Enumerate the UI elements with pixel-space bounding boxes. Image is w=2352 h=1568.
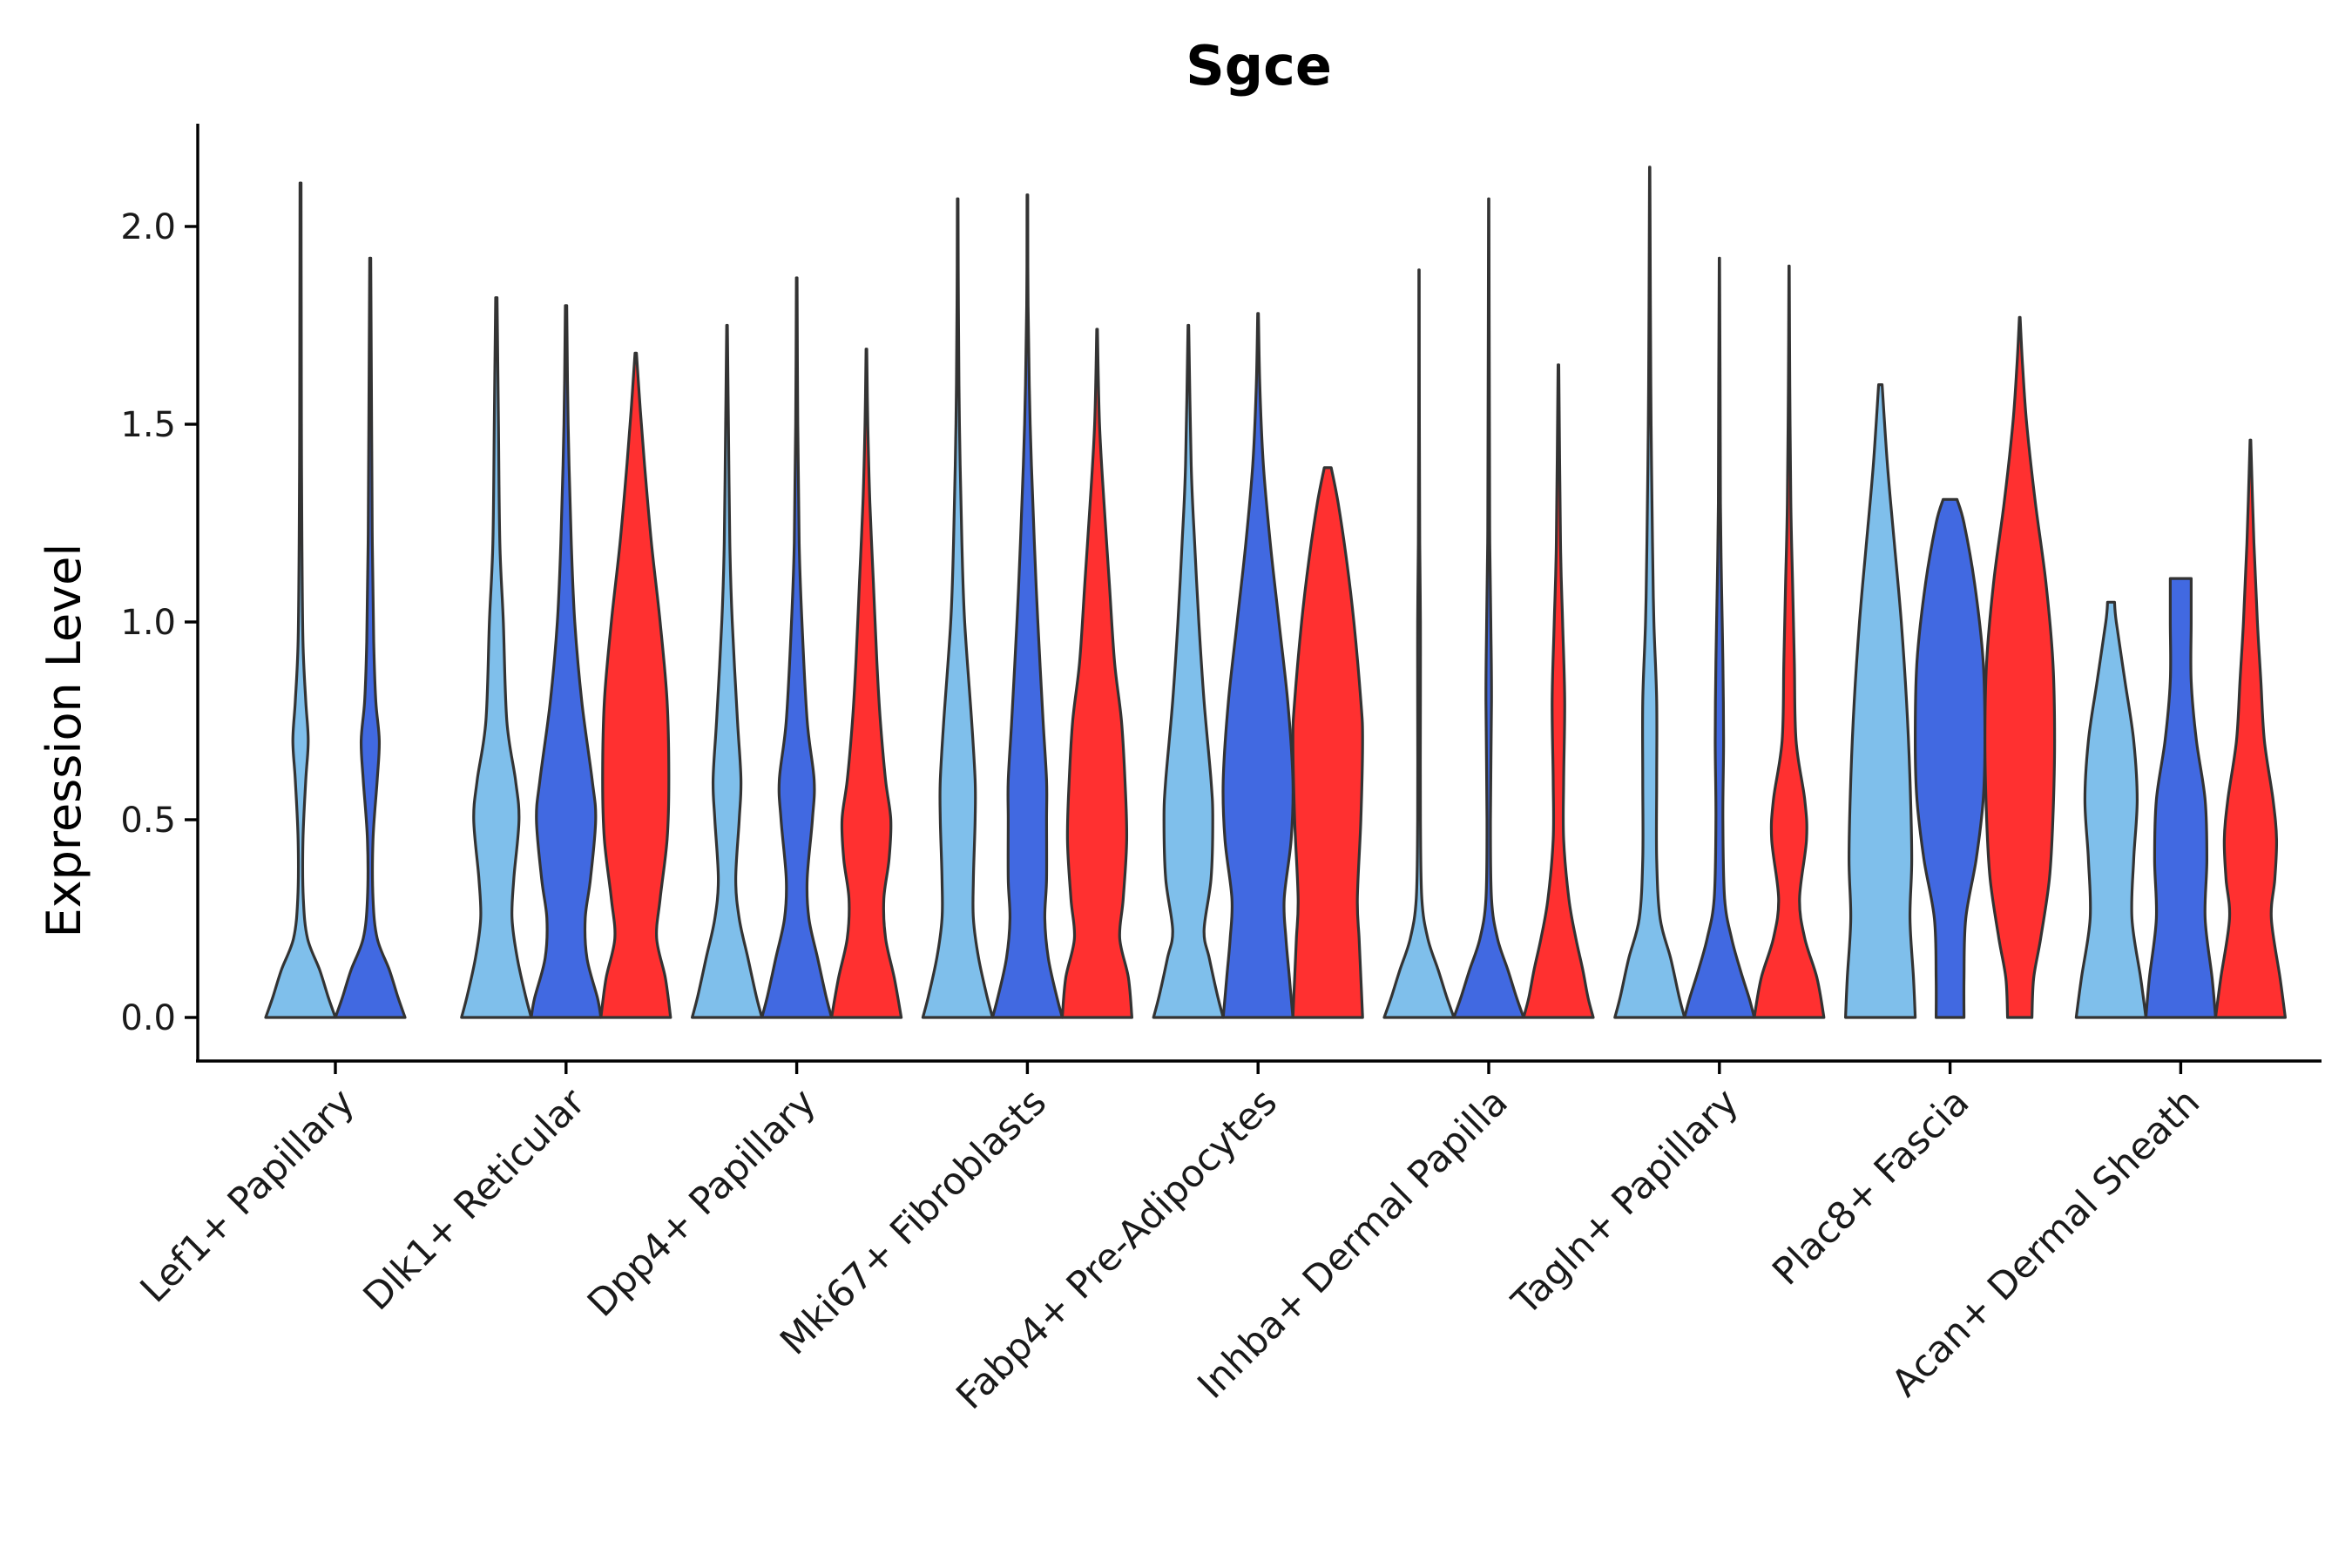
violin [1382, 268, 1456, 1019]
violin [691, 323, 764, 1019]
violin [1522, 363, 1595, 1019]
y-axis-label: Expression Level [37, 544, 91, 938]
y-tick-label: 0.5 [120, 801, 176, 841]
violin [599, 351, 672, 1019]
violin [1984, 315, 2057, 1019]
x-tick-label: Tagln+ Papillary [1504, 1080, 1747, 1324]
violin [1683, 256, 1756, 1019]
violin [1291, 466, 1364, 1019]
violin [1221, 312, 1295, 1019]
violin [830, 348, 903, 1019]
chart-title: Sgce [1186, 34, 1332, 98]
violin [921, 197, 994, 1019]
violin [760, 276, 834, 1019]
violin-group [264, 181, 407, 1019]
y-tick-label: 1.0 [120, 603, 176, 643]
violin [990, 193, 1064, 1019]
y-tick-label: 2.0 [120, 207, 176, 247]
y-ticks: 0.0 0.5 1.0 1.5 2.0 [120, 207, 198, 1038]
violin-group [1613, 166, 1826, 1019]
violin [334, 256, 407, 1019]
violin [1452, 197, 1525, 1019]
violin [1844, 383, 1917, 1019]
violin-group [921, 193, 1133, 1019]
violin-group [2074, 438, 2287, 1019]
violin [1613, 166, 1686, 1019]
violin [2074, 600, 2147, 1019]
x-tick-label: Mki67+ Fibroblasts [772, 1080, 1055, 1363]
violin [1753, 264, 1826, 1019]
violin-layer [264, 166, 2287, 1019]
violin-group [460, 296, 672, 1019]
violin-group [1382, 197, 1595, 1019]
x-tick-label: Plac8+ Fascia [1764, 1080, 1977, 1294]
violin [460, 296, 533, 1019]
violin [530, 304, 603, 1019]
y-tick-label: 1.5 [120, 405, 176, 445]
violin [1060, 328, 1133, 1019]
violin [2144, 577, 2217, 1019]
violin-group [1152, 312, 1364, 1019]
violin [1152, 323, 1225, 1019]
x-tick-label: Dlk1+ Reticular [355, 1080, 594, 1319]
violin [2213, 438, 2287, 1019]
violin [1914, 497, 1987, 1019]
violin-group [691, 276, 903, 1019]
y-tick-label: 0.0 [120, 998, 176, 1038]
x-tick-label: Lef1+ Papillary [132, 1080, 363, 1311]
violin [264, 181, 337, 1019]
x-tick-label: Dpp4+ Papillary [579, 1080, 824, 1325]
violin-group [1844, 315, 2057, 1019]
